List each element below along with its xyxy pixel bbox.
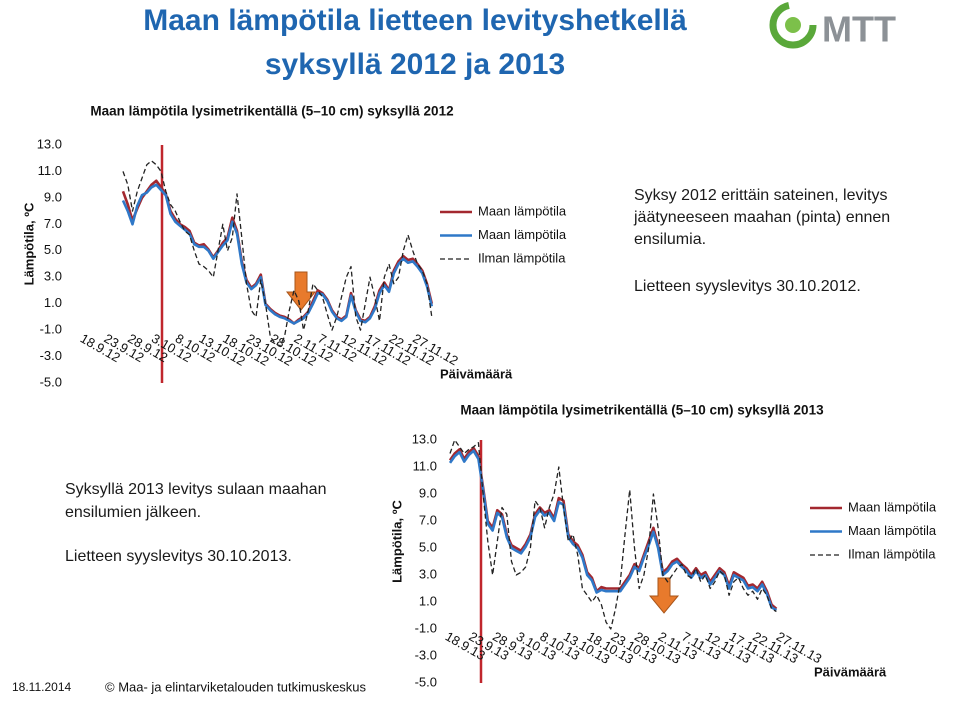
x-axis-title: Päivämäärä (814, 664, 887, 679)
y-tick-label: -1.0 (40, 322, 62, 337)
y-tick-label: 3.0 (44, 269, 62, 284)
y-tick-label: 7.0 (44, 216, 62, 231)
chart-title: Maan lämpötila lysimetrikentällä (5–10 c… (460, 403, 824, 418)
y-tick-label: 5.0 (44, 242, 62, 257)
slide-title: Maan lämpötila lietteen levityshetkellä (143, 4, 687, 37)
series-line (121, 183, 434, 325)
logo: MTT (769, 1, 896, 50)
y-tick-label: 7.0 (419, 512, 437, 527)
y-tick-label: -3.0 (40, 348, 62, 363)
y-tick-label: -3.0 (415, 647, 437, 662)
y-tick-label: 1.0 (44, 295, 62, 310)
footer-date: 18.11.2014 (12, 680, 71, 694)
logo-text: MTT (822, 9, 896, 50)
arrow (648, 577, 680, 614)
note: Lietteen syyslevitys 30.10.2012. (634, 278, 861, 295)
series-line (121, 179, 434, 325)
note: jäätyneeseen maahan (pinta) ennen (633, 209, 890, 226)
slide-title: syksyllä 2012 ja 2013 (265, 48, 565, 81)
note: ensilumia. (634, 231, 706, 248)
y-tick-label: 9.0 (44, 189, 62, 204)
y-tick-label: 3.0 (419, 566, 437, 581)
legend-label: Ilman lämpötila (848, 546, 936, 561)
note: Syksy 2012 erittäin sateinen, levitys (634, 187, 887, 204)
y-tick-label: 11.0 (413, 458, 437, 473)
series-line (449, 439, 777, 630)
legend-label: Ilman lämpötila (478, 250, 566, 265)
legend-label: Maan lämpötila (478, 203, 567, 218)
note: Syksyllä 2013 levitys sulaan maahan (65, 481, 326, 498)
legend-label: Maan lämpötila (478, 227, 567, 242)
legend-label: Maan lämpötila (848, 523, 937, 538)
y-tick-label: -1.0 (415, 620, 437, 635)
logo-mark (769, 1, 817, 49)
x-axis-title: Päivämäärä (440, 366, 513, 381)
footer-copyright: © Maa- ja elintarviketalouden tutkimuske… (105, 679, 367, 694)
y-axis-title: Lämpötila, ºC (389, 500, 404, 583)
logo-mark (785, 17, 801, 33)
y-axis-title: Lämpötila, ºC (21, 202, 36, 285)
y-tick-label: 5.0 (419, 539, 437, 554)
series-line (122, 160, 433, 347)
y-tick-label: 9.0 (419, 485, 437, 500)
y-tick-label: 13.0 (37, 136, 62, 151)
y-tick-label: 13.0 (412, 431, 437, 446)
y-tick-label: -5.0 (415, 674, 437, 689)
note: Lietteen syyslevitys 30.10.2013. (65, 548, 292, 565)
legend-label: Maan lämpötila (848, 499, 937, 514)
y-tick-label: 1.0 (419, 593, 437, 608)
chart-title: Maan lämpötila lysimetrikentällä (5–10 c… (90, 104, 453, 119)
y-tick-label: -5.0 (40, 374, 62, 389)
note: ensilumien jälkeen. (65, 504, 201, 521)
y-tick-label: 11.0 (38, 163, 62, 178)
